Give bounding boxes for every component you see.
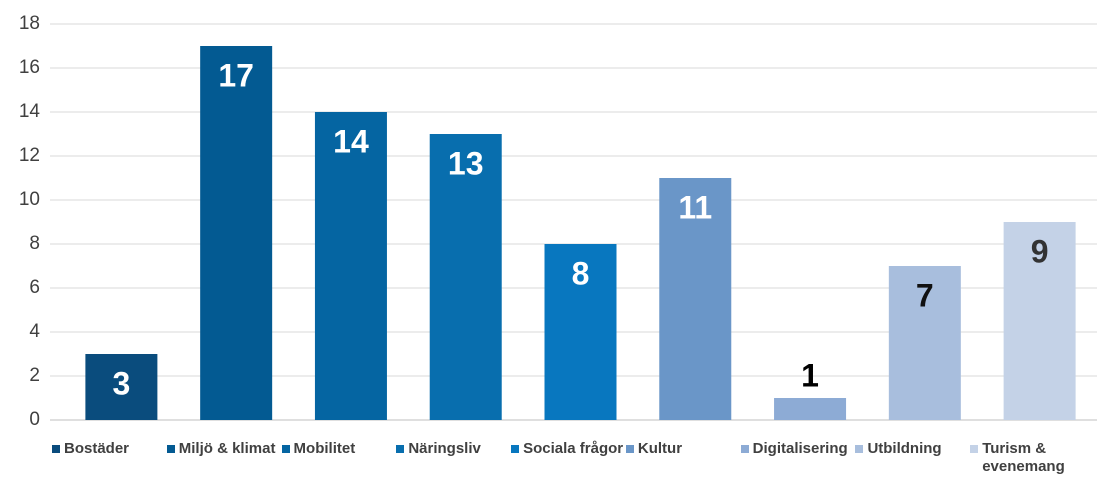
bar [1003,222,1076,420]
y-tick-label: 12 [19,145,40,166]
data-label: 8 [572,255,590,291]
bar [659,178,732,420]
legend-item: Digitalisering [740,440,860,458]
y-tick-label: 8 [29,233,40,254]
legend-label: Sociala frågor [523,440,624,457]
legend-swatch [855,445,864,453]
legend-label: Miljö & klimat [178,440,276,457]
legend-label: Utbildning [867,440,942,457]
y-tick-label: 4 [29,321,40,342]
data-label: 13 [448,145,484,181]
y-tick-label: 14 [19,101,41,122]
legend-swatch [52,445,60,453]
bar [314,112,387,420]
data-label: 17 [218,57,254,93]
legend-swatch [281,445,290,453]
legend-label: Kultur [637,440,683,457]
data-label: 14 [333,123,369,159]
bar [544,244,617,420]
legend-label: Näringsliv [408,440,481,457]
y-tick-label: 0 [29,409,40,430]
data-label: 11 [678,189,712,225]
legend-item: Bostäder [52,440,171,458]
legend-item: Näringsliv [396,440,515,458]
bar [774,398,847,420]
y-tick-label: 2 [29,365,40,386]
legend-item: Turism & evenemang [970,440,1089,476]
legend-label: Turism & evenemang [982,440,1065,475]
bar [888,266,961,420]
y-tick-label: 10 [19,189,40,210]
legend-item: Mobilitet [281,440,401,458]
data-label: 3 [112,365,130,401]
legend-label: Digitalisering [752,440,848,457]
legend-swatch [625,445,634,453]
legend-swatch [396,445,405,453]
legend-item: Utbildning [855,440,974,458]
legend-swatch [740,445,749,453]
legend-label: Mobilitet [293,440,356,457]
legend-item: Kultur [625,440,745,458]
legend-label: Bostäder [64,440,130,457]
bar [429,134,502,420]
legend-item: Sociala frågor [511,440,630,458]
legend-item: Miljö & klimat [166,440,286,458]
legend-swatch [511,445,520,453]
data-label: 7 [916,277,934,313]
bar [200,46,273,420]
y-tick-label: 18 [19,13,40,34]
y-tick-label: 6 [29,277,40,298]
bar [85,354,158,420]
legend-swatch [166,445,175,453]
y-tick-label: 16 [19,57,40,78]
data-label: 9 [1031,233,1049,269]
legend-swatch [970,445,979,453]
data-label: 1 [801,357,819,393]
